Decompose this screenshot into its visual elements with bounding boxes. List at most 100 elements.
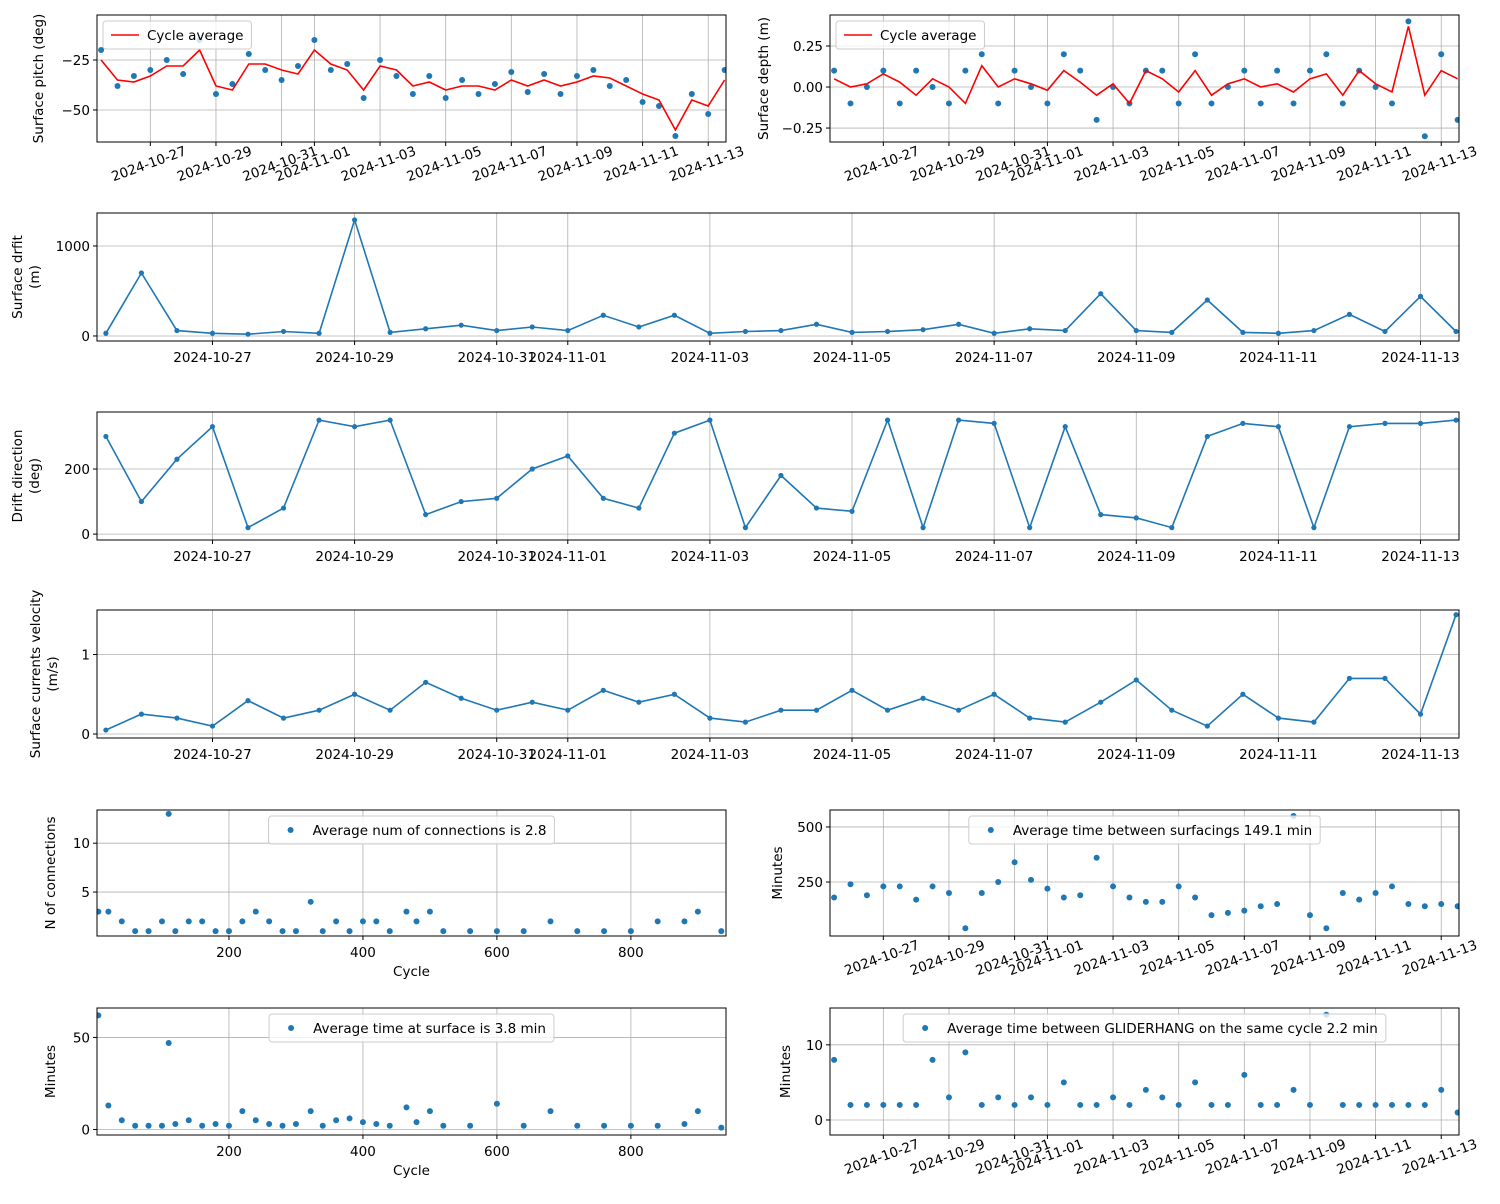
marker — [280, 505, 287, 511]
x-tick-label: 2024-10-31 — [457, 350, 535, 366]
x-tick-label: 2024-11-09 — [1097, 350, 1175, 366]
marker — [778, 327, 784, 334]
point — [1257, 903, 1264, 910]
marker — [209, 330, 216, 336]
marker — [884, 417, 891, 423]
x-axis-label: Cycle — [393, 1163, 430, 1179]
legend-box — [268, 1013, 555, 1043]
point — [158, 1122, 165, 1129]
x-tick-label: 2024-10-31 — [457, 747, 535, 763]
point — [1011, 859, 1018, 866]
point — [199, 1122, 206, 1129]
marker — [1169, 707, 1175, 713]
point — [1388, 883, 1395, 890]
marker — [813, 707, 820, 713]
point — [180, 71, 187, 77]
point — [541, 71, 548, 77]
marker — [529, 324, 535, 330]
marker — [1311, 327, 1317, 334]
point — [307, 898, 314, 905]
point — [1339, 890, 1346, 897]
x-tick-label: 2024-11-11 — [1239, 549, 1317, 565]
marker — [1098, 699, 1104, 705]
point — [913, 1101, 920, 1108]
marker — [423, 511, 429, 518]
point — [1339, 1101, 1346, 1108]
legend-label: Average time between GLIDERHANG on the s… — [947, 1021, 1378, 1037]
point — [1290, 1086, 1297, 1093]
x-tick-label: 2024-11-09 — [1097, 549, 1175, 565]
y-tick-label: 0 — [81, 727, 90, 743]
point — [393, 73, 400, 79]
point — [1159, 898, 1166, 905]
point — [105, 908, 112, 915]
marker — [387, 329, 393, 335]
y-axis-label: Minutes — [770, 846, 786, 899]
marker — [600, 687, 606, 693]
point — [185, 1117, 192, 1124]
marker — [138, 498, 145, 505]
point — [694, 1108, 701, 1115]
marker — [458, 498, 464, 505]
point — [158, 918, 165, 925]
axes-frame — [829, 14, 1460, 143]
point — [681, 918, 688, 925]
x-tick-label: 2024-11-01 — [529, 747, 607, 763]
y-axis-label: (deg) — [27, 458, 43, 494]
point — [508, 69, 515, 75]
point — [225, 928, 232, 935]
marker — [494, 707, 500, 713]
marker — [636, 505, 642, 511]
point — [252, 1117, 259, 1124]
marker — [920, 327, 926, 333]
point — [847, 881, 854, 888]
point — [831, 1056, 838, 1063]
y-tick-label: 0 — [81, 527, 90, 543]
point — [1110, 883, 1117, 890]
point — [165, 1039, 172, 1046]
x-tick-label: 600 — [484, 945, 510, 961]
line — [833, 26, 1458, 105]
point — [1372, 1101, 1379, 1108]
y-tick-label: −0.25 — [782, 121, 823, 137]
point — [493, 928, 500, 935]
point — [718, 1124, 725, 1131]
point — [185, 918, 192, 925]
marker — [565, 453, 571, 459]
x-tick-label: 400 — [350, 945, 376, 961]
y-tick-label: 0 — [81, 329, 90, 345]
point — [145, 1122, 152, 1129]
point — [459, 77, 466, 83]
point — [1159, 1094, 1166, 1101]
marker — [1311, 719, 1317, 725]
point — [386, 1122, 393, 1129]
x-tick-label: 2024-11-03 — [671, 350, 749, 366]
point — [377, 57, 384, 63]
point — [1323, 51, 1330, 58]
point — [880, 67, 887, 74]
point — [694, 908, 701, 915]
point — [831, 894, 838, 901]
y-tick-label: 0 — [81, 1122, 90, 1138]
plot-area — [103, 612, 1459, 733]
point — [547, 918, 554, 925]
x-tick-label: 800 — [618, 1144, 644, 1160]
point — [1044, 885, 1051, 892]
x-tick-label: 2024-11-05 — [813, 350, 891, 366]
plot-area — [831, 812, 1459, 932]
point — [1175, 883, 1182, 890]
marker — [1204, 297, 1210, 303]
point — [1208, 100, 1215, 107]
point — [654, 918, 661, 925]
y-axis-label: Surface pitch (deg) — [31, 14, 47, 144]
y-axis-label: N of connections — [43, 816, 59, 929]
point — [718, 928, 725, 935]
point — [292, 1120, 299, 1127]
point — [239, 1108, 246, 1115]
marker — [174, 456, 180, 462]
point — [1175, 1101, 1182, 1108]
marker — [351, 691, 358, 697]
marker — [209, 424, 216, 430]
y-tick-label: 200 — [64, 462, 90, 478]
point — [409, 91, 416, 97]
